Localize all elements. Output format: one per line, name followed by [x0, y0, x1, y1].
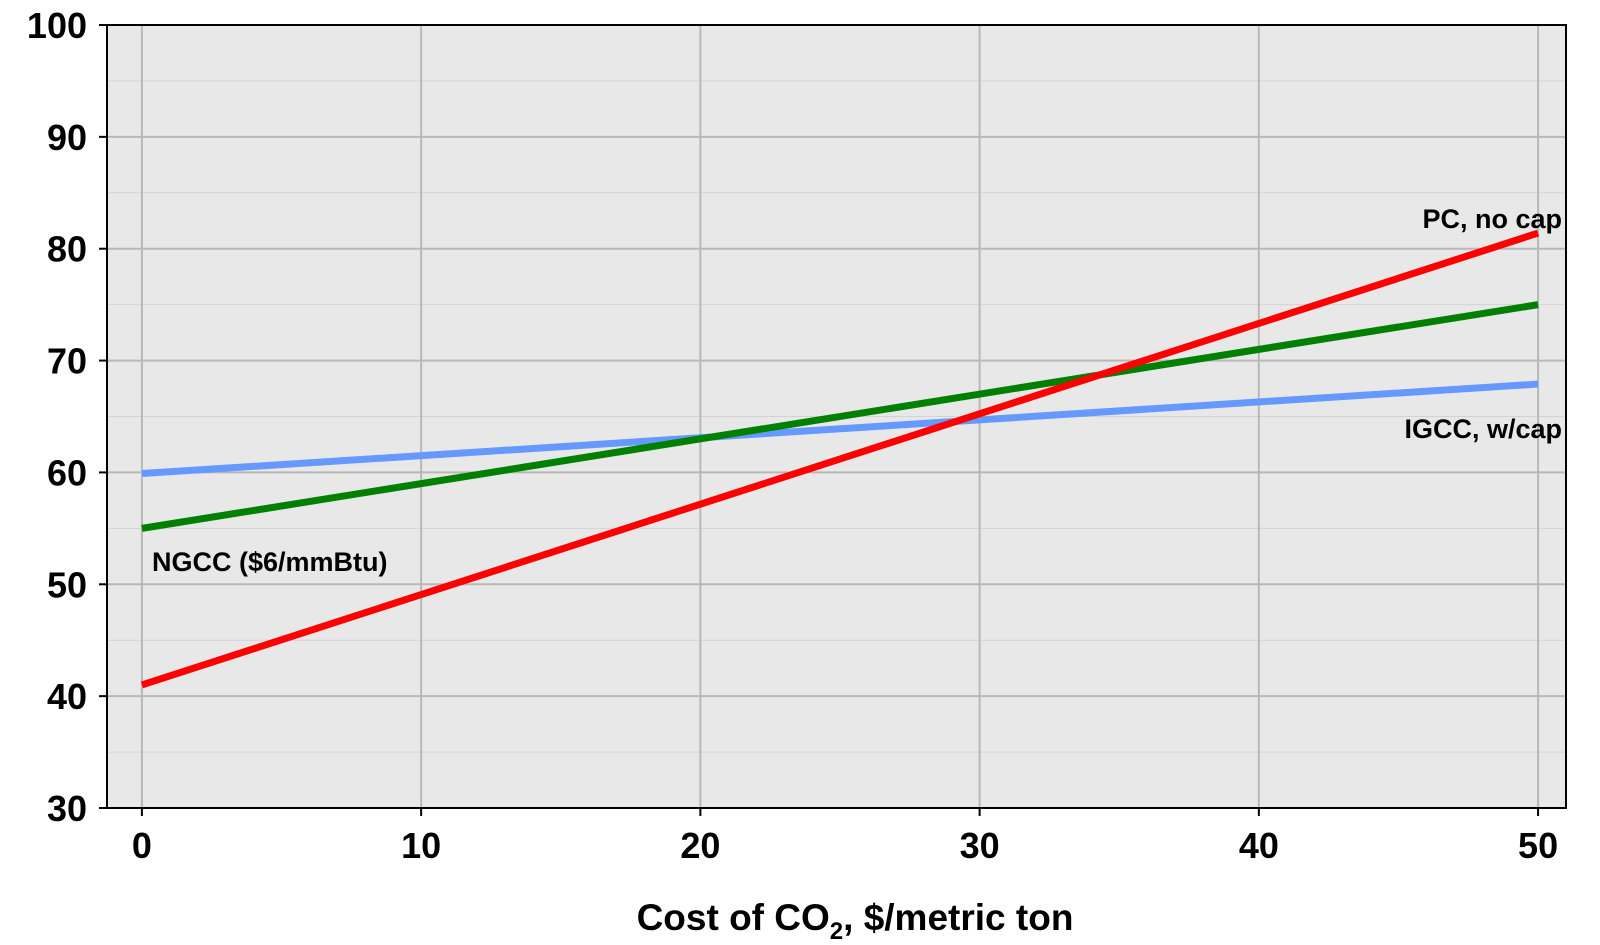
- x-tick-label: 50: [1518, 825, 1558, 866]
- major-gridlines: [107, 25, 1566, 808]
- x-tick-label: 0: [132, 825, 152, 866]
- series-label-ngcc: NGCC ($6/mmBtu): [152, 547, 388, 577]
- y-tick-labels: 30 40 50 60 70 80 90 100: [27, 5, 87, 829]
- y-tick-label: 30: [47, 788, 87, 829]
- series-label-igcc-w-cap: IGCC, w/cap: [1404, 414, 1562, 444]
- series-label-pc-no-cap: PC, no cap: [1422, 204, 1562, 234]
- x-tick-label: 20: [680, 825, 720, 866]
- y-tick-label: 60: [47, 452, 87, 493]
- x-tick-label: 10: [401, 825, 441, 866]
- x-tick-label: 30: [960, 825, 1000, 866]
- y-tick-label: 50: [47, 564, 87, 605]
- x-axis-title-main: Cost of CO: [637, 897, 830, 938]
- minor-gridlines: [107, 80, 1566, 753]
- tick-marks: [99, 24, 1540, 816]
- series-line-0: [140, 229, 1540, 689]
- series-line-1: [141, 301, 1539, 532]
- y-tick-label: 40: [47, 676, 87, 717]
- x-axis-title-subscript: 2: [830, 918, 843, 945]
- y-tick-label: 90: [47, 117, 87, 158]
- series-line-2: [141, 380, 1539, 478]
- x-tick-labels: 0 10 20 30 40 50: [132, 825, 1558, 866]
- x-axis-title: Cost of CO2, $/metric ton: [637, 897, 1074, 945]
- y-tick-label: 70: [47, 341, 87, 382]
- y-tick-label: 100: [27, 5, 87, 46]
- y-tick-label: 80: [47, 229, 87, 270]
- series-lines: [140, 229, 1540, 689]
- x-tick-label: 40: [1239, 825, 1279, 866]
- x-axis-title-suffix: , $/metric ton: [843, 897, 1073, 938]
- plot-frame: [106, 24, 1567, 809]
